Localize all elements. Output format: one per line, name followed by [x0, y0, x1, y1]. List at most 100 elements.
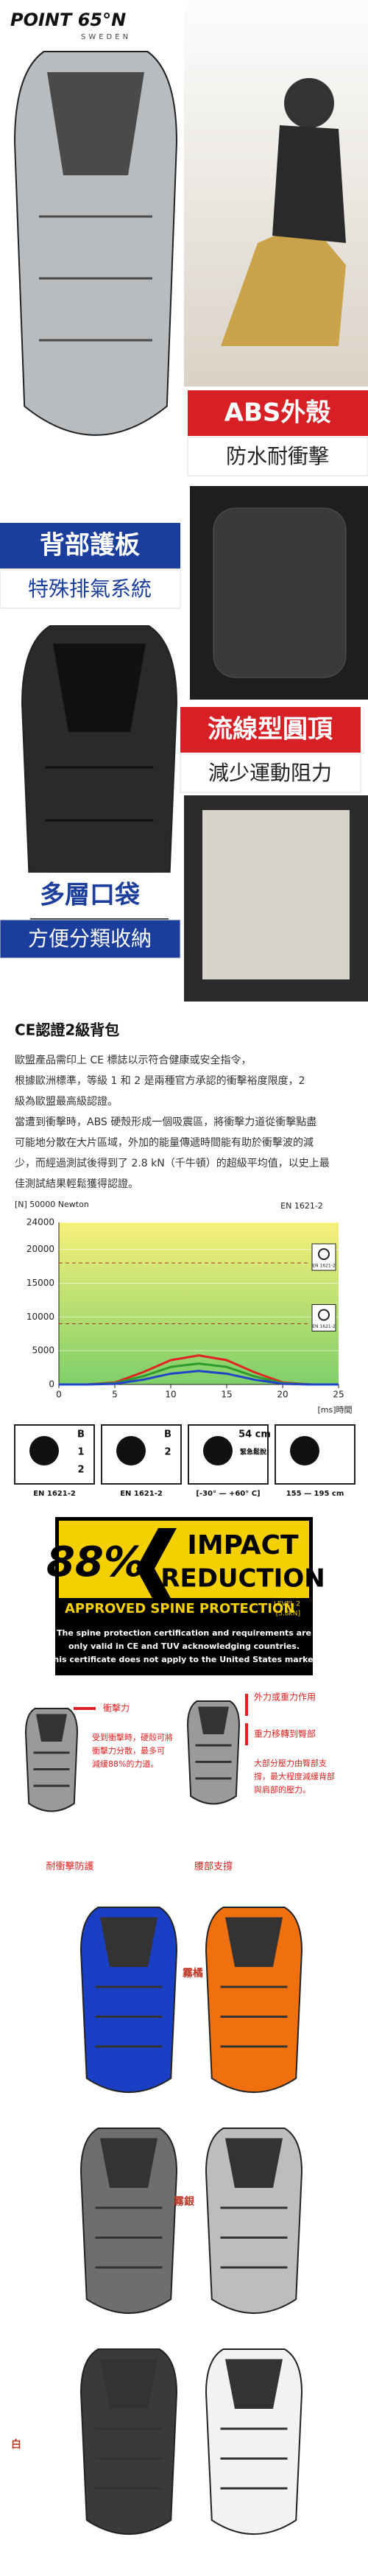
badge-note: only valid in CE and TUV acknowledging c… [68, 1641, 300, 1651]
y-tick-label: 24000 [26, 1217, 54, 1228]
backpack-face [198, 1706, 229, 1734]
support-text: 衝擊力分散，最多可 [92, 1745, 165, 1756]
banner-title: 流線型圓頂 [208, 715, 333, 745]
badge-chevron [136, 1528, 177, 1609]
icon-figure [203, 1436, 233, 1465]
color-label: 霧銀 [174, 2195, 194, 2208]
badge-strip [59, 1598, 309, 1619]
logo: POINT 65°N [10, 10, 126, 30]
rider-helmet [284, 78, 334, 128]
x-tick-label: 10 [165, 1390, 176, 1400]
rider-body [272, 125, 346, 243]
color-label: 白 [11, 2438, 21, 2451]
badge-level-value: [5.8kN] [276, 1611, 300, 1618]
badge-line: IMPACT [187, 1530, 299, 1560]
threshold-icon-mark [318, 1309, 330, 1321]
icon-mark: 54 cm [238, 1429, 271, 1440]
icon-mark: B [77, 1429, 85, 1440]
icon-label: [-30° — +60° C] [196, 1490, 260, 1498]
banner-title-bg [0, 523, 180, 569]
backpack-face [47, 72, 144, 175]
support-text: 受到衝擊時，硬殼可將 [92, 1732, 173, 1742]
x-tick-label: 5 [112, 1390, 118, 1400]
dirt-bike [221, 221, 346, 346]
support-force: 重力移轉到臀部 [254, 1728, 316, 1739]
back-panel [213, 507, 347, 678]
backpack-face [36, 1714, 67, 1742]
paragraph-line: 歐盟產品需印上 CE 標誌以示符合健康或安全指令， [15, 1054, 252, 1066]
banner-title: 多層口袋 [40, 881, 140, 910]
support-text: 減緩88%的力道。 [92, 1759, 158, 1769]
backpack-face [100, 2138, 158, 2188]
badge-level: LEVEL 2 [274, 1601, 300, 1608]
icon-label: EN 1621-2 [120, 1490, 163, 1498]
paragraph-line: 根據歐洲標準，等級 1 和 2 是兩種官方承認的衝擊裕度限度，2 [15, 1074, 305, 1087]
threshold-label: EN 1621-2 [312, 1324, 336, 1329]
icon-box [188, 1424, 269, 1485]
section-heading: CE認證2級背包 [15, 1021, 119, 1039]
badge-note: This certificate does not apply to the U… [48, 1655, 320, 1664]
banner-subtitle: 方便分類收納 [28, 926, 152, 951]
banner-sub-bg [0, 569, 181, 609]
backpack-face [53, 644, 146, 732]
series-line [59, 1370, 339, 1386]
banner-title: ABS外殼 [224, 398, 332, 428]
icon-mark: B [164, 1429, 171, 1440]
icon-figure [290, 1436, 319, 1465]
icon-mark: 2 [77, 1465, 84, 1476]
banner-sub-bg [180, 753, 361, 793]
chart-cert: EN 1621-2 [280, 1201, 323, 1211]
logo-country: SWEDEN [81, 33, 131, 41]
x-tick-label: 20 [277, 1390, 288, 1400]
icon-mark: 1 [77, 1447, 84, 1458]
y-tick-label: 10000 [26, 1312, 54, 1322]
paragraph-line: 可能地分散在大片區域，外加的能量傳遞時間能有助於衝擊波的減 [15, 1136, 314, 1149]
icon-figure [116, 1436, 146, 1465]
badge-note: The spine protection certification and r… [57, 1628, 311, 1638]
icon-mark: 緊急鬆脫! [240, 1448, 269, 1457]
badge-percent: 88% [46, 1538, 145, 1586]
x-tick-label: 25 [333, 1390, 344, 1400]
badge-strip: APPROVED SPINE PROTECTION [65, 1601, 294, 1616]
x-tick-label: 0 [56, 1390, 62, 1400]
paragraph-line: 級為歐盟最高級認證。 [15, 1095, 118, 1108]
support-text: 與肩部的壓力。 [254, 1784, 311, 1795]
threshold-icon-mark [318, 1248, 330, 1260]
backpack-face [225, 1917, 283, 1967]
backpack-face [100, 1917, 158, 1967]
threshold-icon [311, 1243, 336, 1271]
paragraph-line: 佳測試結果輕鬆獲得認證。 [15, 1178, 138, 1190]
y-tick-label: 5000 [32, 1345, 54, 1356]
paragraph-line: 當遭到衝擊時，ABS 硬殼形成一個吸震區，將衝擊力道從衝擊點盡 [15, 1116, 316, 1128]
icon-label: 155 — 195 cm [286, 1490, 344, 1498]
y-tick-label: 20000 [26, 1244, 54, 1254]
backpack-face [225, 2138, 283, 2188]
plot-area [59, 1222, 339, 1384]
color-label: 霧橘 [183, 1968, 203, 1979]
badge-line: REDUCTION [160, 1564, 325, 1594]
support-caption: 腰部支撐 [194, 1862, 233, 1873]
support-text: 撐，最大程度減緩背部 [254, 1771, 335, 1781]
y-tick-label: 0 [49, 1379, 54, 1390]
icon-label: EN 1621-2 [33, 1490, 76, 1498]
y-axis-label: [N] 50000 Newton [15, 1200, 89, 1209]
banner-title-bg [188, 390, 368, 436]
x-tick-label: 15 [221, 1390, 232, 1400]
pocket-organizer [202, 810, 350, 979]
support-caption: 耐衝擊防護 [46, 1861, 93, 1873]
threshold-label: EN 1621-2 [312, 1264, 336, 1269]
banner-title: 背部護板 [40, 531, 140, 560]
icon-figure [29, 1436, 59, 1465]
banner-subtitle: 防水耐衝擊 [226, 444, 329, 468]
banner-sub-bg [187, 437, 368, 476]
banner-sub-bg [0, 919, 181, 959]
banner-title-bg [180, 707, 361, 753]
y-tick-label: 15000 [26, 1278, 54, 1288]
icon-mark: 2 [164, 1447, 171, 1458]
banner-subtitle: 特殊排氣系統 [28, 577, 152, 601]
support-force: 外力或重力作用 [254, 1692, 316, 1703]
paragraph-line: 少，而經過測試後得到了 2.8 kN（千牛頓）的超級平均值，以史上最 [15, 1157, 330, 1169]
backpack-face [225, 2359, 283, 2409]
